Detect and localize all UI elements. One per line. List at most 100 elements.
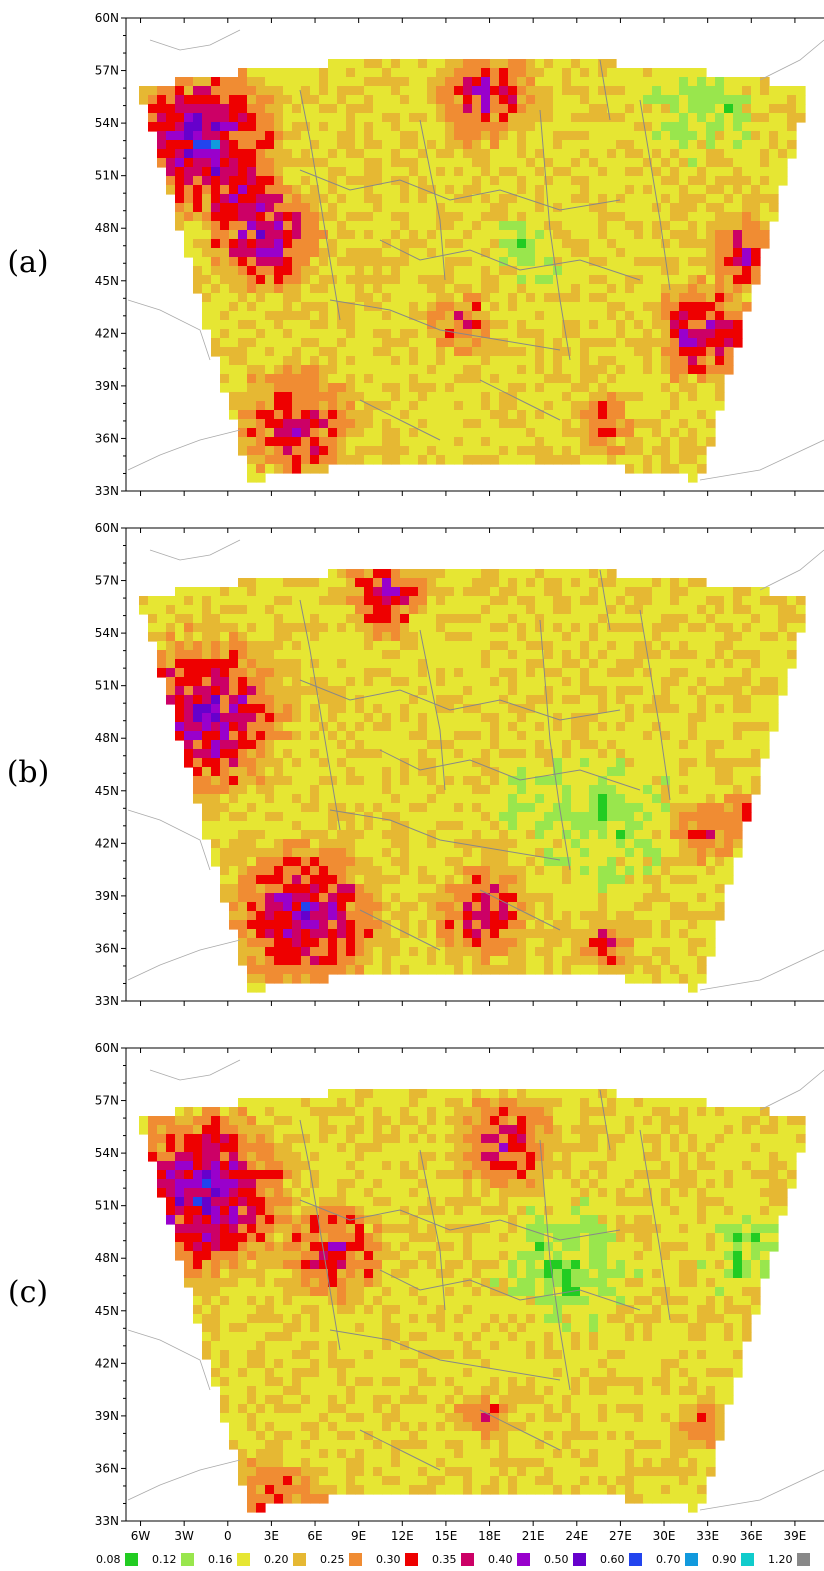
grid-cell [616,812,626,822]
grid-cell [445,383,455,393]
grid-cell [580,356,590,366]
grid-cell [526,410,536,420]
grid-cell [643,86,653,96]
grid-cell [409,437,419,447]
grid-cell [427,311,437,321]
grid-cell [616,776,626,786]
grid-cell [283,86,293,96]
grid-cell [643,785,653,795]
grid-cell [463,677,473,687]
grid-cell [265,650,275,660]
grid-cell [301,230,311,240]
grid-cell [688,320,698,330]
grid-cell [508,803,518,813]
grid-cell [580,104,590,114]
grid-cell [220,623,230,633]
grid-cell [328,401,338,411]
grid-cell [607,221,617,231]
grid-cell [787,86,797,96]
grid-cell [724,749,734,759]
grid-cell [715,185,725,195]
grid-cell [454,437,464,447]
grid-cell [688,740,698,750]
grid-cell [652,776,662,786]
grid-cell [625,86,635,96]
grid-cell [247,293,257,303]
grid-cell [211,641,221,651]
grid-cell [292,695,302,705]
grid-cell [463,722,473,732]
grid-cell [445,614,455,624]
grid-cell [517,731,527,741]
grid-cell [661,140,671,150]
grid-cell [661,293,671,303]
grid-cell [697,596,707,606]
grid-cell [193,632,203,642]
grid-cell [436,794,446,804]
grid-cell [607,77,617,87]
grid-cell [562,749,572,759]
grid-cell [472,848,482,858]
grid-cell [184,86,194,96]
grid-cell [751,785,761,795]
grid-cell [724,230,734,240]
grid-cell [400,374,410,384]
grid-cell [301,428,311,438]
grid-cell [544,248,554,258]
grid-cell [661,320,671,330]
grid-cell [175,641,185,651]
grid-cell [661,113,671,123]
grid-cell [652,320,662,330]
grid-cell [706,203,716,213]
grid-cell [355,140,365,150]
grid-cell [193,131,203,141]
grid-cell [391,632,401,642]
grid-cell [454,257,464,267]
grid-cell [508,569,518,579]
grid-cell [607,239,617,249]
grid-cell [256,464,266,474]
grid-cell [472,830,482,840]
grid-cell [715,113,725,123]
grid-cell [310,401,320,411]
grid-cell [490,695,500,705]
grid-cell [499,140,509,150]
grid-cell [616,713,626,723]
grid-cell [760,167,770,177]
grid-cell [697,185,707,195]
grid-cell [436,722,446,732]
grid-cell [652,113,662,123]
grid-cell [670,212,680,222]
grid-cell [526,329,536,339]
grid-cell [229,383,239,393]
grid-cell [292,275,302,285]
grid-cell [220,266,230,276]
grid-cell [445,803,455,813]
grid-cell [427,569,437,579]
grid-cell [724,704,734,714]
grid-cell [364,77,374,87]
grid-cell [724,659,734,669]
grid-cell [508,383,518,393]
grid-cell [229,731,239,741]
grid-cell [589,704,599,714]
grid-cell [742,275,752,285]
grid-cell [589,749,599,759]
grid-cell [733,704,743,714]
grid-cell [310,848,320,858]
grid-cell [571,776,581,786]
grid-cell [580,686,590,696]
grid-cell [625,239,635,249]
grid-cell [436,785,446,795]
grid-cell [328,140,338,150]
grid-cell [715,803,725,813]
grid-cell [193,668,203,678]
grid-cell [202,605,212,615]
grid-cell [328,641,338,651]
grid-cell [229,857,239,867]
grid-cell [472,104,482,114]
grid-cell [373,623,383,633]
grid-cell [445,749,455,759]
grid-cell [238,113,248,123]
grid-cell [481,410,491,420]
